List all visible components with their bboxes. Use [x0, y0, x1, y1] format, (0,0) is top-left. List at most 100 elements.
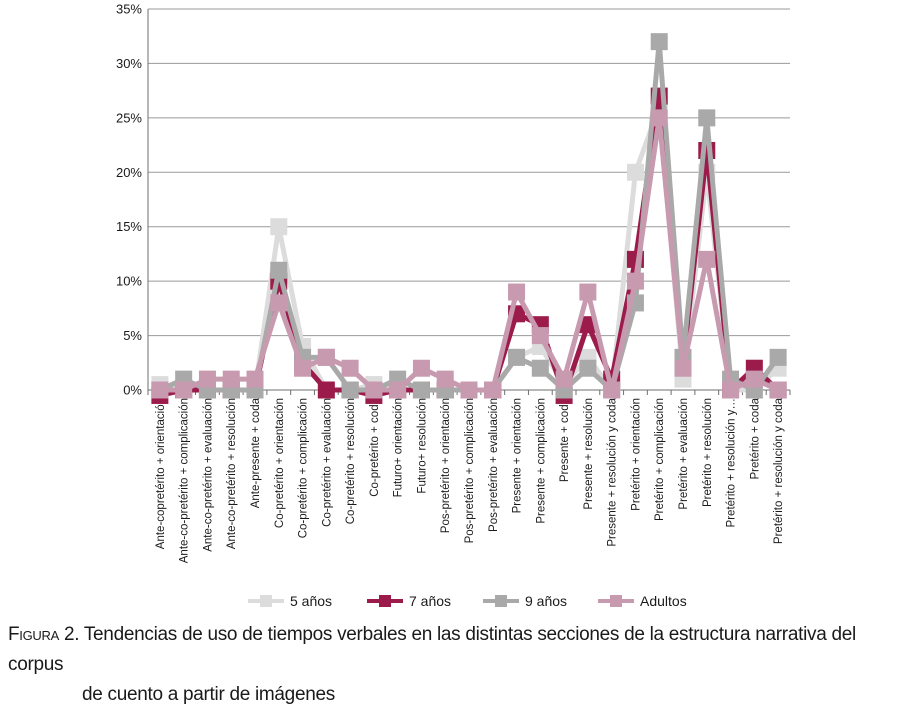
data-point	[151, 381, 169, 399]
data-point	[270, 218, 288, 236]
y-tick-label: 20%	[116, 165, 142, 180]
x-tick-label: Pretérito + resolución y coda	[773, 397, 785, 544]
x-tick-label: Futuro+ orientación	[393, 398, 405, 497]
figure-caption: Figura 2. Tendencias de uso de tiempos v…	[8, 620, 908, 710]
y-axis: 0% 5% 10% 15% 20% 25% 30% 35%	[116, 2, 149, 398]
data-point	[698, 109, 716, 127]
data-point	[579, 359, 597, 377]
x-tick-label: Pos-pretérito + evaluación	[488, 398, 500, 532]
x-tick-label: Presente + coda	[559, 397, 571, 482]
data-point	[579, 316, 597, 334]
legend-item: Adultos	[598, 593, 687, 609]
data-point	[650, 33, 668, 51]
data-point	[508, 348, 526, 366]
data-point	[412, 359, 430, 377]
x-tick-label: Ante-co-pretérito + resolución	[226, 398, 238, 549]
y-tick-label: 35%	[116, 2, 142, 17]
y-tick-label: 15%	[116, 219, 142, 234]
data-point	[531, 327, 549, 345]
series-line	[157, 39, 781, 393]
data-point	[317, 348, 335, 366]
series-layer	[151, 33, 787, 404]
series-Adultos	[151, 109, 787, 399]
data-point	[365, 381, 383, 399]
data-point	[460, 381, 478, 399]
gridlines	[148, 8, 790, 391]
x-tick-label: Ante-presente + coda	[250, 397, 262, 508]
data-point	[555, 370, 573, 388]
data-point	[341, 359, 359, 377]
x-tick-label: Presente + orientación	[512, 398, 524, 513]
legend-marker	[260, 595, 272, 607]
y-tick-label: 5%	[123, 328, 142, 343]
x-tick-label: Pretérito + resolución y…	[726, 398, 738, 527]
y-tick-label: 0%	[123, 383, 142, 398]
legend-marker	[379, 595, 391, 607]
data-point	[722, 381, 740, 399]
data-point	[317, 381, 335, 399]
y-tick-label: 10%	[116, 274, 142, 289]
data-point	[270, 261, 288, 279]
x-tick-label: Pretérito + complicación	[654, 398, 666, 521]
legend-label: 7 años	[409, 593, 451, 609]
x-tick-label: Presente + resolución	[583, 398, 595, 510]
line-chart: 0% 5% 10% 15% 20% 25% 30% 35% Ante-copretérito …	[116, 2, 791, 609]
data-point	[769, 381, 787, 399]
data-point	[389, 381, 407, 399]
legend-item: 9 años	[483, 593, 567, 609]
data-point	[294, 359, 312, 377]
legend-marker	[610, 595, 622, 607]
data-point	[270, 294, 288, 312]
x-tick-label: Co-pretérito + orientación	[274, 398, 286, 528]
x-tick-label: Ante-co-pretérito + evaluación	[202, 398, 214, 552]
x-tick-label: Ante-copretérito + orientación	[155, 398, 167, 549]
data-point	[175, 381, 193, 399]
series-line	[157, 115, 781, 393]
series-9 años	[151, 33, 787, 399]
legend-label: Adultos	[640, 593, 687, 609]
caption-label: Figura 2.	[8, 624, 80, 645]
data-point	[603, 381, 621, 399]
x-tick-label: Co-pretérito + evaluación	[321, 398, 333, 527]
x-tick-label: Presente + complicación	[535, 398, 547, 524]
legend-item: 5 años	[248, 593, 332, 609]
y-tick-label: 25%	[116, 110, 142, 125]
x-tick-label: Pretérito + resolución	[702, 398, 714, 507]
data-point	[222, 370, 240, 388]
x-tick-label: Presente + resolución y coda	[607, 397, 619, 546]
x-tick-label: Pretérito + evaluación	[678, 398, 690, 510]
legend: 5 años 7 años 9 años Adultos	[248, 593, 687, 609]
x-tick-label: Pos-pretérito + orientación	[440, 398, 452, 533]
x-tick-label: Co-pretérito + resolución	[345, 398, 357, 524]
data-point	[745, 370, 763, 388]
data-point	[626, 163, 644, 181]
data-point	[436, 370, 454, 388]
data-point	[650, 109, 668, 127]
data-point	[412, 381, 430, 399]
x-tick-label: Pretérito + coda	[749, 397, 761, 479]
data-point	[579, 283, 597, 301]
legend-label: 5 años	[290, 593, 332, 609]
x-tick-label: Ante-co-pretérito + complicación	[179, 398, 191, 563]
legend-label: 9 años	[525, 593, 567, 609]
data-point	[508, 283, 526, 301]
data-point	[674, 359, 692, 377]
caption-line2: de cuento a partir de imágenes	[82, 684, 335, 705]
data-point	[698, 250, 716, 268]
x-tick-label: Co-pretérito + coda	[369, 397, 381, 496]
y-tick-label: 30%	[116, 56, 142, 71]
x-axis: Ante-copretérito + orientación Ante-co-pr…	[147, 389, 791, 563]
data-point	[531, 359, 549, 377]
data-point	[198, 370, 216, 388]
x-tick-label: Futuro+ resolución	[416, 398, 428, 494]
x-tick-label: Pretérito + orientación	[630, 398, 642, 511]
data-point	[626, 272, 644, 290]
legend-marker	[495, 595, 507, 607]
data-point	[246, 370, 264, 388]
x-tick-label: Pos-pretérito + complicación	[464, 398, 476, 543]
caption-line1: Tendencias de uso de tiempos verbales en…	[8, 624, 856, 675]
legend-item: 7 años	[367, 593, 451, 609]
data-point	[484, 381, 502, 399]
data-point	[341, 381, 359, 399]
data-point	[769, 348, 787, 366]
